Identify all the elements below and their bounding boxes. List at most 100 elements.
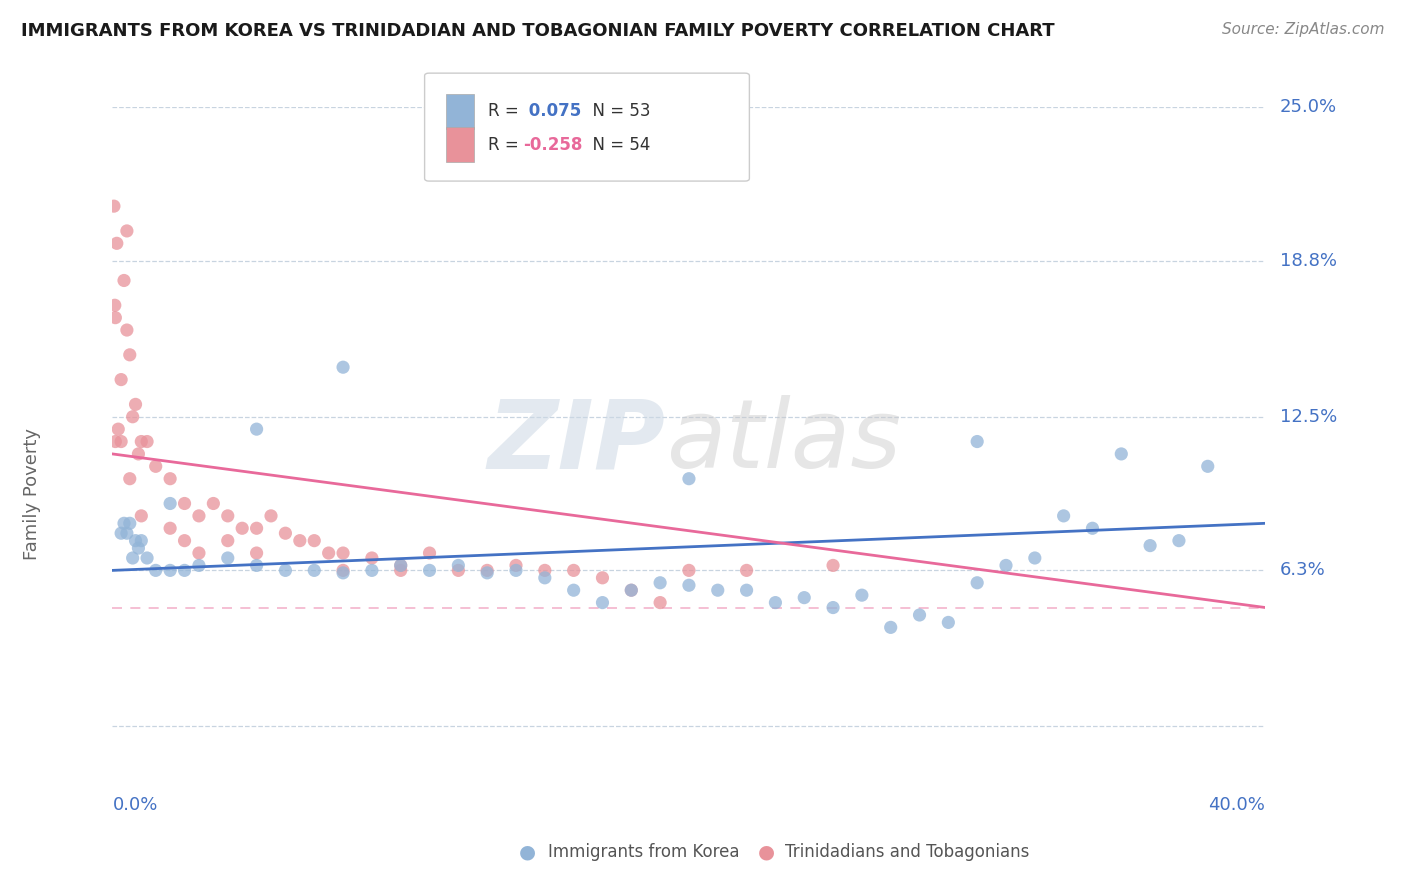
Point — [173, 533, 195, 548]
Point — [304, 563, 326, 577]
Text: N = 53: N = 53 — [582, 103, 651, 120]
Point — [217, 508, 239, 523]
Point — [260, 508, 283, 523]
Point — [1024, 551, 1046, 566]
Point — [821, 600, 844, 615]
Point — [188, 508, 211, 523]
Point — [159, 563, 181, 577]
Text: 40.0%: 40.0% — [1209, 796, 1265, 814]
Point — [110, 373, 132, 387]
Point — [851, 588, 873, 602]
Point — [765, 596, 787, 610]
Point — [389, 558, 412, 573]
Point — [129, 508, 153, 523]
Point — [118, 348, 141, 362]
Point — [562, 583, 585, 598]
Point — [419, 563, 441, 577]
Point — [159, 521, 181, 535]
Point — [104, 310, 127, 325]
Point — [735, 563, 758, 577]
Text: ●: ● — [519, 842, 536, 862]
Point — [110, 526, 132, 541]
Point — [202, 496, 225, 510]
Point — [648, 596, 672, 610]
Text: ZIP: ZIP — [488, 395, 666, 488]
Point — [447, 558, 470, 573]
Point — [245, 521, 267, 535]
Point — [1139, 539, 1161, 553]
Text: IMMIGRANTS FROM KOREA VS TRINIDADIAN AND TOBAGONIAN FAMILY POVERTY CORRELATION C: IMMIGRANTS FROM KOREA VS TRINIDADIAN AND… — [21, 22, 1054, 40]
Point — [188, 546, 211, 560]
Point — [505, 558, 527, 573]
Point — [447, 563, 470, 577]
Point — [678, 563, 700, 577]
Point — [966, 434, 988, 449]
Point — [880, 620, 903, 634]
Text: 18.8%: 18.8% — [1279, 252, 1337, 269]
Point — [332, 563, 354, 577]
Point — [908, 607, 931, 622]
Point — [304, 533, 326, 548]
Point — [706, 583, 728, 598]
Point — [620, 583, 643, 598]
Point — [1081, 521, 1104, 535]
Point — [678, 578, 700, 592]
Point — [360, 551, 382, 566]
Point — [648, 575, 672, 590]
Text: 25.0%: 25.0% — [1279, 98, 1337, 116]
Point — [104, 298, 127, 312]
Point — [129, 434, 153, 449]
Point — [245, 558, 267, 573]
Point — [217, 533, 239, 548]
Point — [936, 615, 959, 630]
Text: -0.258: -0.258 — [523, 136, 582, 153]
Point — [360, 563, 382, 577]
Point — [591, 596, 613, 610]
Text: 0.0%: 0.0% — [112, 796, 157, 814]
Point — [533, 563, 555, 577]
Text: R =: R = — [488, 136, 524, 153]
Point — [533, 571, 555, 585]
Point — [173, 563, 195, 577]
Text: Source: ZipAtlas.com: Source: ZipAtlas.com — [1222, 22, 1385, 37]
Point — [112, 273, 135, 287]
Point — [793, 591, 815, 605]
Point — [288, 533, 311, 548]
Point — [231, 521, 253, 535]
Point — [159, 496, 181, 510]
Point — [136, 434, 159, 449]
Point — [995, 558, 1018, 573]
Point — [389, 558, 412, 573]
Point — [475, 566, 498, 580]
Point — [620, 583, 643, 598]
Point — [103, 199, 125, 213]
Point — [145, 459, 167, 474]
Point — [145, 563, 167, 577]
Text: ●: ● — [758, 842, 775, 862]
Point — [129, 533, 153, 548]
Point — [121, 409, 143, 424]
Point — [318, 546, 340, 560]
Point — [1052, 508, 1074, 523]
Point — [245, 546, 267, 560]
Text: N = 54: N = 54 — [582, 136, 651, 153]
Point — [136, 551, 159, 566]
Point — [591, 571, 613, 585]
Point — [389, 563, 412, 577]
Point — [1111, 447, 1133, 461]
Point — [110, 434, 132, 449]
Text: 0.075: 0.075 — [523, 103, 581, 120]
Point — [332, 546, 354, 560]
Point — [173, 496, 195, 510]
Point — [1197, 459, 1219, 474]
Point — [121, 551, 143, 566]
Point — [115, 323, 138, 337]
Point — [332, 360, 354, 375]
Text: atlas: atlas — [666, 395, 901, 488]
Text: 6.3%: 6.3% — [1279, 561, 1326, 580]
Point — [562, 563, 585, 577]
Point — [1167, 533, 1189, 548]
Point — [505, 563, 527, 577]
Point — [118, 516, 141, 531]
Point — [127, 541, 149, 555]
